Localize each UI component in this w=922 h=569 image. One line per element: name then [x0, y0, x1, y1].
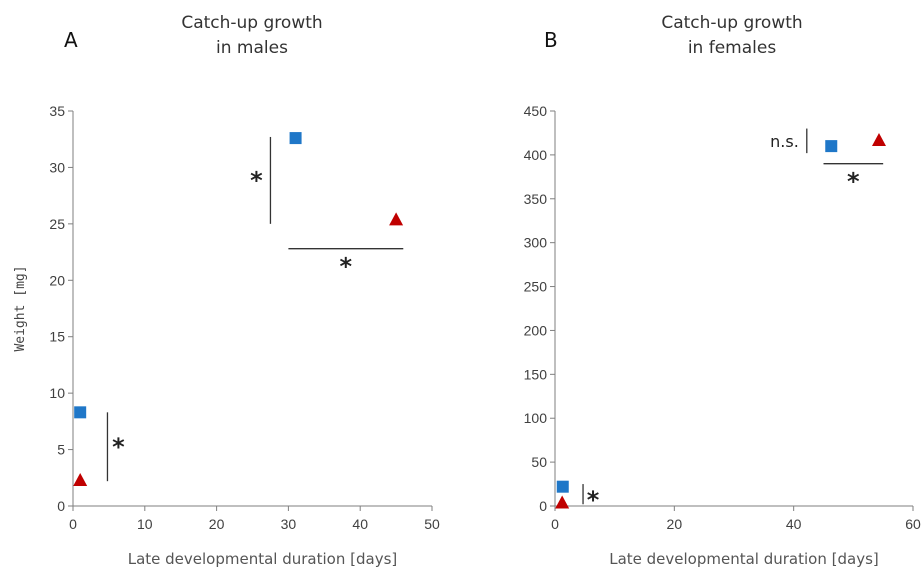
y-tick-label: 30	[49, 159, 65, 175]
data-point-square	[289, 132, 302, 145]
y-tick-label: 150	[524, 366, 548, 382]
significance-label: n.s.	[770, 132, 799, 151]
significance-label: *	[340, 253, 353, 281]
chart-panel-a: A Catch-up growth in males 0 5 10 15 20 25 30 35 0 1…	[13, 13, 440, 568]
x-tick-label: 20	[667, 516, 683, 532]
x-tick-label: 0	[551, 516, 559, 532]
significance-label: *	[112, 433, 125, 461]
y-tick-label: 100	[524, 410, 548, 426]
x-tick-label: 50	[424, 516, 440, 532]
x-axis-label: Late developmental duration [days]	[609, 550, 879, 568]
x-tick-label: 10	[137, 516, 153, 532]
y-axis-label: Weight [mg]	[13, 265, 28, 351]
significance-label: *	[250, 166, 263, 194]
chart-title-line: in females	[688, 38, 777, 58]
y-tick-label: 35	[49, 103, 65, 119]
x-tick-label: 40	[786, 516, 802, 532]
chart-title-line: Catch-up growth	[181, 13, 322, 33]
y-tick-label: 25	[49, 216, 65, 232]
x-axis-label: Late developmental duration [days]	[128, 550, 398, 568]
panel-letter: B	[544, 28, 558, 52]
y-tick-label: 20	[49, 272, 65, 288]
y-tick-label: 400	[524, 147, 548, 163]
y-tick-label: 0	[539, 498, 547, 514]
y-tick-label: 250	[524, 279, 548, 295]
y-tick-label: 350	[524, 191, 548, 207]
y-tick-label: 450	[524, 103, 548, 119]
y-tick-label: 50	[531, 454, 547, 470]
chart-title-line: in males	[216, 38, 288, 58]
y-tick-label: 300	[524, 235, 548, 251]
y-tick-label: 10	[49, 385, 65, 401]
x-tick-label: 30	[281, 516, 297, 532]
data-point-square	[825, 140, 838, 153]
significance-label: *	[847, 168, 860, 196]
data-point-square	[556, 480, 569, 493]
y-tick-label: 5	[57, 442, 65, 458]
y-tick-label: 200	[524, 322, 548, 338]
data-point-triangle	[73, 473, 88, 487]
y-tick-label: 0	[57, 498, 65, 514]
data-point-triangle	[389, 212, 404, 226]
data-point-square	[74, 406, 87, 419]
significance-label: *	[587, 486, 600, 514]
x-tick-label: 60	[905, 516, 921, 532]
x-tick-label: 20	[209, 516, 225, 532]
y-tick-label: 15	[49, 329, 65, 345]
panel-letter: A	[64, 28, 78, 52]
x-tick-label: 0	[69, 516, 77, 532]
data-point-triangle	[871, 132, 886, 146]
data-point-triangle	[555, 495, 570, 509]
x-tick-label: 40	[352, 516, 368, 532]
chart-title-line: Catch-up growth	[661, 13, 802, 33]
